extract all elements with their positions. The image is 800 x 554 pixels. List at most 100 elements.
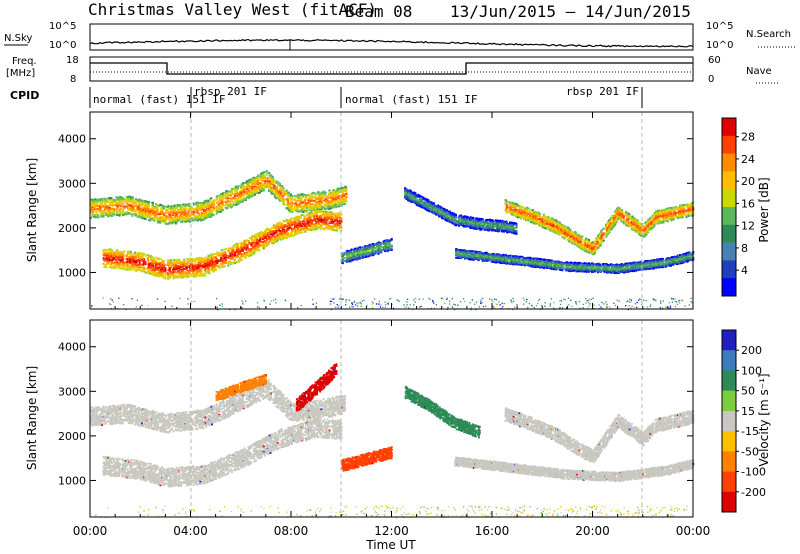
- echo-cell: [116, 198, 119, 201]
- echo-cell: [134, 201, 137, 203]
- echo-cell: [262, 189, 265, 192]
- echo-cell: [208, 204, 211, 207]
- scatter-cell: [523, 303, 525, 305]
- scatter-cell: [470, 309, 472, 311]
- station-title: Christmas Valley West (fitACF): [88, 0, 377, 19]
- scatter-cell: [284, 300, 287, 302]
- echo-cell: [180, 209, 183, 211]
- echo-cell: [232, 247, 235, 250]
- scatter-cell: [676, 303, 678, 305]
- echo-cell: [257, 175, 260, 177]
- echo-cell: [180, 212, 183, 215]
- echo-cell: [102, 210, 105, 213]
- scatter-cell: [481, 302, 483, 304]
- scatter-cell: [432, 301, 435, 303]
- echo-cell: [145, 215, 148, 217]
- scatter-cell: [333, 302, 335, 304]
- scatter-cell: [628, 298, 631, 300]
- echo-cell: [141, 202, 144, 205]
- echo-cell: [188, 210, 191, 213]
- echo-cell: [117, 201, 120, 204]
- echo-cell: [93, 208, 96, 211]
- echo-cell: [102, 262, 105, 265]
- echo-cell: [201, 212, 204, 215]
- echo-cell: [92, 211, 95, 213]
- scatter-cell: [480, 301, 482, 303]
- scatter-cell: [242, 303, 244, 305]
- echo-cell: [91, 202, 94, 205]
- echo-cell: [115, 199, 117, 201]
- scatter-cell: [669, 306, 672, 309]
- echo-cell: [148, 204, 151, 207]
- echo-cell: [206, 215, 209, 217]
- echo-cell: [317, 191, 320, 193]
- echo-cell: [120, 198, 123, 200]
- noise-left-tick-low: 10^0: [49, 40, 76, 51]
- echo-cell: [321, 202, 324, 205]
- echo-cell: [154, 269, 157, 272]
- echo-cell: [241, 193, 244, 196]
- echo-cell: [182, 213, 185, 216]
- echo-cell: [155, 214, 157, 217]
- noise-panel: N.Sky 10^5 10^0 10^5 10^0 N.Search: [4, 21, 795, 51]
- echo-cell: [228, 194, 231, 197]
- scatter-cell: [665, 306, 667, 308]
- echo-cell: [224, 204, 227, 207]
- scatter-cell: [398, 300, 400, 303]
- scatter-cell: [588, 305, 590, 307]
- scatter-cell: [418, 298, 420, 300]
- echo-cell: [227, 197, 230, 199]
- echo-cell: [120, 204, 123, 207]
- echo-cell: [172, 220, 175, 223]
- echo-cell: [184, 205, 187, 208]
- scatter-cell: [480, 302, 482, 305]
- scatter-cell: [478, 306, 481, 308]
- scatter-cell: [330, 298, 332, 300]
- scatter-cell: [645, 299, 647, 302]
- scatter-cell: [110, 303, 112, 306]
- echo-cell: [170, 205, 173, 208]
- scatter-cell: [349, 306, 351, 308]
- scatter-cell: [636, 301, 638, 304]
- echo-cell: [163, 214, 165, 217]
- scatter-cell: [451, 305, 453, 307]
- echo-cell: [101, 204, 103, 207]
- echo-cell: [213, 200, 216, 203]
- echo-cell: [144, 211, 147, 214]
- echo-cell: [194, 207, 196, 210]
- echo-cell: [122, 213, 125, 216]
- echo-cell: [197, 202, 200, 205]
- echo-cell: [231, 198, 233, 201]
- echo-cell: [171, 209, 174, 212]
- nave-tick-high: 60: [708, 55, 721, 66]
- echo-cell: [222, 192, 225, 195]
- echo-cell: [194, 215, 196, 218]
- scatter-cell: [469, 302, 471, 304]
- scatter-cell: [560, 300, 563, 302]
- cpid-label: CPID: [10, 89, 39, 102]
- echo-cell: [195, 275, 198, 277]
- scatter-cell: [357, 302, 359, 305]
- echo-cell: [248, 240, 250, 243]
- echo-cell: [240, 259, 243, 261]
- echo-cell: [196, 206, 199, 208]
- scatter-cell: [378, 300, 381, 302]
- echo-cell: [192, 209, 195, 212]
- scatter-cell: [544, 305, 546, 307]
- echo-cell: [163, 260, 166, 262]
- scatter-cell: [422, 298, 424, 300]
- echo-cell: [163, 220, 165, 222]
- scatter-cell: [353, 301, 355, 303]
- scatter-cell: [440, 297, 443, 299]
- echo-cell: [126, 201, 129, 204]
- echo-cell: [242, 184, 245, 187]
- echo-cell: [151, 218, 154, 221]
- echo-cell: [211, 213, 213, 216]
- echo-cell: [182, 203, 185, 206]
- echo-cell: [236, 185, 239, 188]
- scatter-cell: [575, 302, 577, 304]
- freq-tick-high: 18: [66, 55, 79, 66]
- echo-cell: [162, 277, 165, 279]
- echo-cell: [206, 205, 209, 208]
- scatter-cell: [646, 306, 648, 308]
